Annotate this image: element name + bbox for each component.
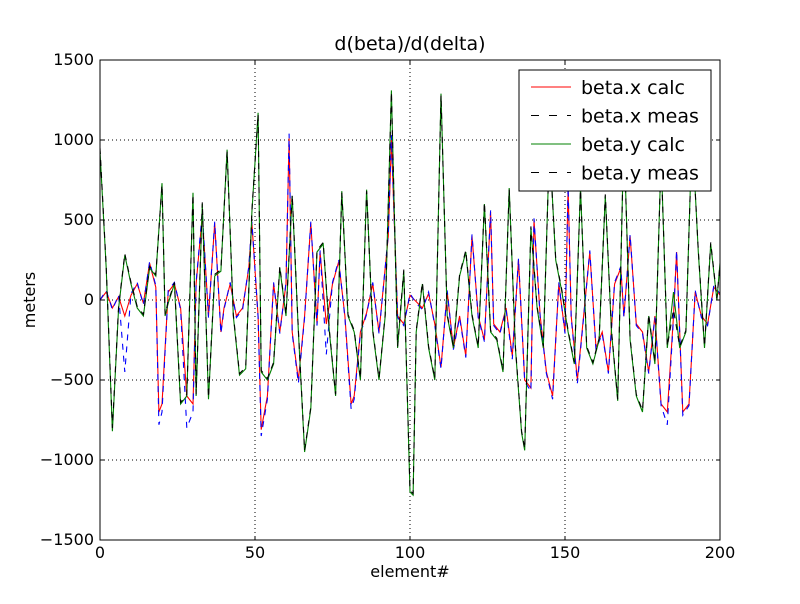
legend-box xyxy=(518,69,712,192)
y-tick-label: −1500 xyxy=(40,530,94,549)
x-tick-label: 0 xyxy=(95,543,105,562)
x-axis-title: element# xyxy=(370,562,449,581)
legend-label: beta.x meas xyxy=(581,106,699,128)
x-tick-label: 100 xyxy=(395,543,426,562)
y-tick-label: 0 xyxy=(84,290,94,309)
x-tick-label: 150 xyxy=(550,543,581,562)
series-group xyxy=(100,90,720,497)
y-tick-label: −1000 xyxy=(40,450,94,469)
y-tick-label: 500 xyxy=(63,210,94,229)
legend-label: beta.x calc xyxy=(581,77,685,99)
y-tick-label: 1500 xyxy=(53,50,94,69)
legend-label: beta.y meas xyxy=(581,163,699,185)
legend-label: beta.y calc xyxy=(581,134,685,156)
y-tick-label: 1000 xyxy=(53,130,94,149)
series-line-beta-y-calc xyxy=(100,90,720,497)
x-tick-label: 200 xyxy=(705,543,736,562)
legend: beta.x calc beta.x meas beta.y calc beta.y … xyxy=(518,69,712,192)
x-tick-label: 50 xyxy=(245,543,265,562)
series-line-beta-x-meas xyxy=(100,133,720,437)
y-axis-title: meters xyxy=(20,272,39,328)
chart-title: d(beta)/d(delta) xyxy=(334,33,485,55)
y-tick-label: −500 xyxy=(50,370,94,389)
